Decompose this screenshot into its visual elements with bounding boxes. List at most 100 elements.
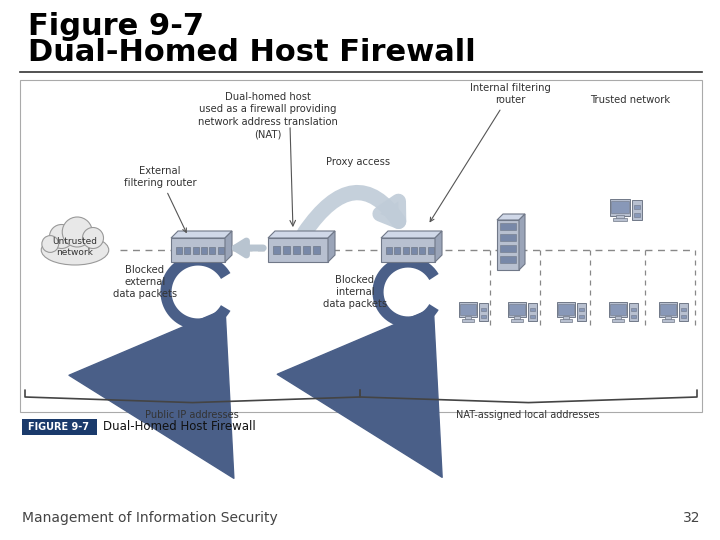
Bar	[629, 302, 637, 321]
Bar	[184, 246, 190, 253]
Bar	[680, 308, 686, 311]
Bar	[513, 316, 521, 320]
Text: Internal filtering
router: Internal filtering router	[430, 83, 550, 221]
Circle shape	[50, 225, 73, 248]
Bar	[560, 319, 572, 322]
Bar	[459, 302, 477, 317]
Bar	[497, 220, 519, 270]
Bar	[193, 246, 199, 253]
Bar	[528, 302, 536, 321]
Circle shape	[62, 217, 92, 247]
Bar	[176, 246, 182, 253]
Bar	[293, 246, 300, 254]
Bar	[562, 316, 570, 320]
Bar	[462, 319, 474, 322]
Bar	[428, 246, 434, 253]
Bar	[481, 314, 486, 318]
Text: 32: 32	[683, 511, 700, 525]
Polygon shape	[381, 231, 442, 238]
Text: Dual-Homed Host Firewall: Dual-Homed Host Firewall	[28, 38, 476, 67]
Bar	[634, 205, 640, 209]
Bar	[386, 246, 392, 253]
Bar	[577, 302, 585, 321]
Bar	[530, 314, 535, 318]
Bar	[411, 246, 417, 253]
Bar	[500, 245, 516, 252]
Text: Management of Information Security: Management of Information Security	[22, 511, 278, 525]
Bar	[558, 303, 574, 314]
Bar	[402, 246, 409, 253]
Polygon shape	[225, 231, 232, 262]
Ellipse shape	[41, 235, 109, 265]
Bar	[530, 308, 535, 311]
Bar	[611, 303, 626, 314]
Bar	[500, 223, 516, 230]
FancyArrowPatch shape	[305, 193, 399, 233]
Bar	[313, 246, 320, 254]
Bar	[579, 308, 584, 311]
Bar	[500, 234, 516, 241]
Bar	[511, 319, 523, 322]
Polygon shape	[171, 231, 232, 238]
Text: Trusted network: Trusted network	[590, 95, 670, 105]
Bar	[303, 246, 310, 254]
Text: FIGURE 9-7: FIGURE 9-7	[29, 422, 89, 432]
Bar	[616, 215, 624, 219]
Circle shape	[42, 235, 58, 252]
Text: External
filtering router: External filtering router	[124, 166, 197, 232]
Text: Proxy access: Proxy access	[326, 157, 390, 167]
Bar	[659, 302, 678, 317]
Text: Public IP addresses: Public IP addresses	[145, 410, 239, 420]
Bar	[381, 238, 435, 262]
Bar	[500, 256, 516, 263]
Text: Figure 9-7: Figure 9-7	[28, 12, 204, 41]
Bar	[660, 303, 675, 314]
Bar	[268, 238, 328, 262]
Bar	[631, 314, 636, 318]
Bar	[557, 302, 575, 317]
Bar	[615, 316, 621, 320]
FancyBboxPatch shape	[20, 80, 702, 412]
Bar	[509, 303, 525, 314]
Bar	[662, 319, 674, 322]
FancyArrowPatch shape	[235, 241, 264, 255]
Polygon shape	[435, 231, 442, 262]
Bar	[273, 246, 280, 254]
Bar	[420, 246, 426, 253]
Bar	[171, 238, 225, 262]
Bar	[218, 246, 224, 253]
Bar	[579, 314, 584, 318]
Text: Blocked
external
data packets: Blocked external data packets	[113, 265, 177, 299]
Bar	[610, 199, 631, 215]
Bar	[612, 319, 624, 322]
Polygon shape	[268, 231, 335, 238]
Text: Blocked
internal
data packets: Blocked internal data packets	[323, 275, 387, 309]
Bar	[460, 303, 476, 314]
Polygon shape	[328, 231, 335, 262]
Bar	[210, 246, 215, 253]
Polygon shape	[497, 214, 525, 220]
Text: NAT-assigned local addresses: NAT-assigned local addresses	[456, 410, 600, 420]
Polygon shape	[519, 214, 525, 270]
Bar	[634, 213, 640, 217]
Bar	[680, 314, 686, 318]
Bar	[395, 246, 400, 253]
Bar	[464, 316, 472, 320]
Bar	[608, 302, 627, 317]
Bar	[201, 246, 207, 253]
Bar	[665, 316, 671, 320]
Bar	[611, 200, 629, 213]
Bar	[508, 302, 526, 317]
Text: Untrusted
network: Untrusted network	[53, 237, 97, 256]
Bar	[632, 200, 642, 220]
Bar	[283, 246, 290, 254]
Circle shape	[83, 227, 104, 248]
Bar	[631, 308, 636, 311]
Bar	[479, 302, 487, 321]
Bar	[679, 302, 688, 321]
Bar	[613, 218, 626, 221]
Bar	[481, 308, 486, 311]
Text: Dual-Homed Host Firewall: Dual-Homed Host Firewall	[103, 421, 256, 434]
Bar	[22, 419, 97, 435]
Text: Dual-homed host
used as a firewall providing
network address translation
(NAT): Dual-homed host used as a firewall provi…	[198, 92, 338, 139]
